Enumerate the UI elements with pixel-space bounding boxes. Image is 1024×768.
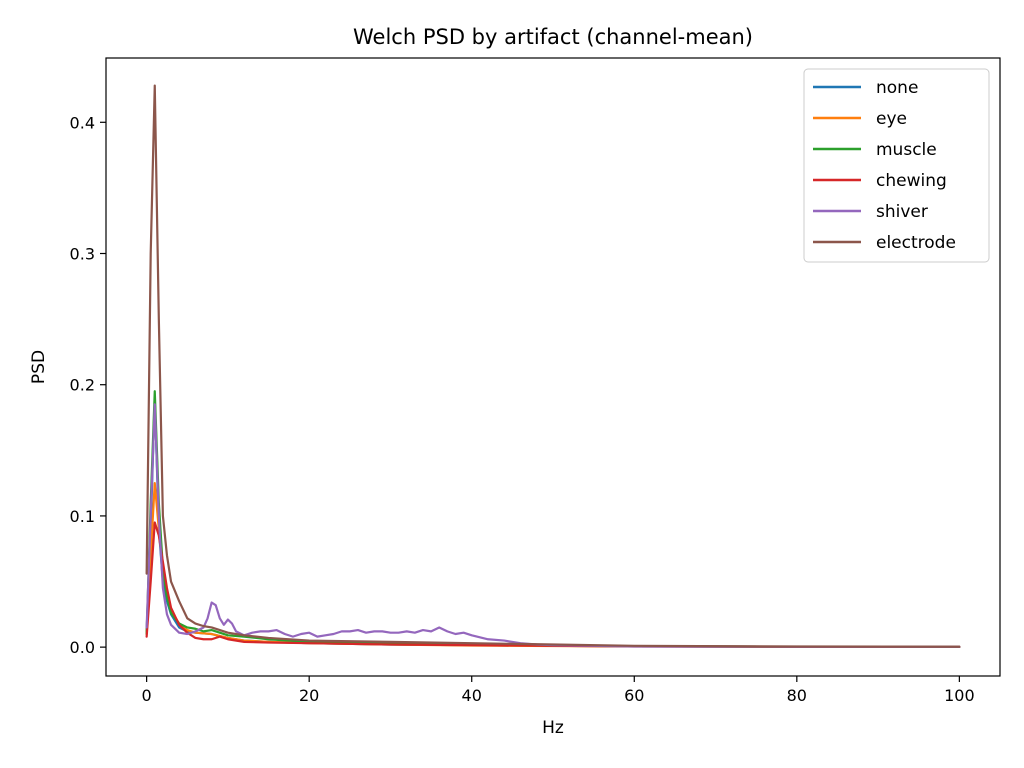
legend-label-eye: eye	[876, 109, 907, 129]
legend-label-none: none	[876, 78, 918, 98]
x-tick-label: 20	[299, 686, 319, 705]
legend: none eye muscle chewing shiver electrode	[803, 68, 990, 263]
x-axis-label: Hz	[542, 718, 564, 738]
chart-title: Welch PSD by artifact (channel-mean)	[353, 25, 753, 49]
series-line-shiver	[145, 403, 961, 648]
legend-label-muscle: muscle	[876, 140, 937, 160]
plot-frame	[105, 57, 1001, 677]
x-axis-ticks: 0 20 40 60 80 100	[142, 676, 975, 705]
series-layer	[145, 84, 961, 648]
x-tick-label: 60	[624, 686, 644, 705]
legend-label-shiver: shiver	[876, 202, 928, 222]
y-tick-label: 0.3	[70, 245, 95, 264]
y-tick-label: 0.4	[70, 113, 95, 132]
legend-label-electrode: electrode	[876, 233, 956, 253]
y-axis-label: PSD	[29, 350, 49, 384]
y-axis-ticks: 0.0 0.1 0.2 0.3 0.4	[70, 113, 106, 657]
y-tick-label: 0.0	[70, 638, 95, 657]
y-tick-label: 0.2	[70, 376, 95, 395]
x-tick-label: 0	[142, 686, 152, 705]
series-line-electrode	[145, 84, 961, 648]
y-tick-label: 0.1	[70, 507, 95, 526]
x-tick-label: 100	[944, 686, 975, 705]
x-tick-label: 80	[787, 686, 807, 705]
legend-label-chewing: chewing	[876, 171, 947, 191]
x-tick-label: 40	[462, 686, 482, 705]
